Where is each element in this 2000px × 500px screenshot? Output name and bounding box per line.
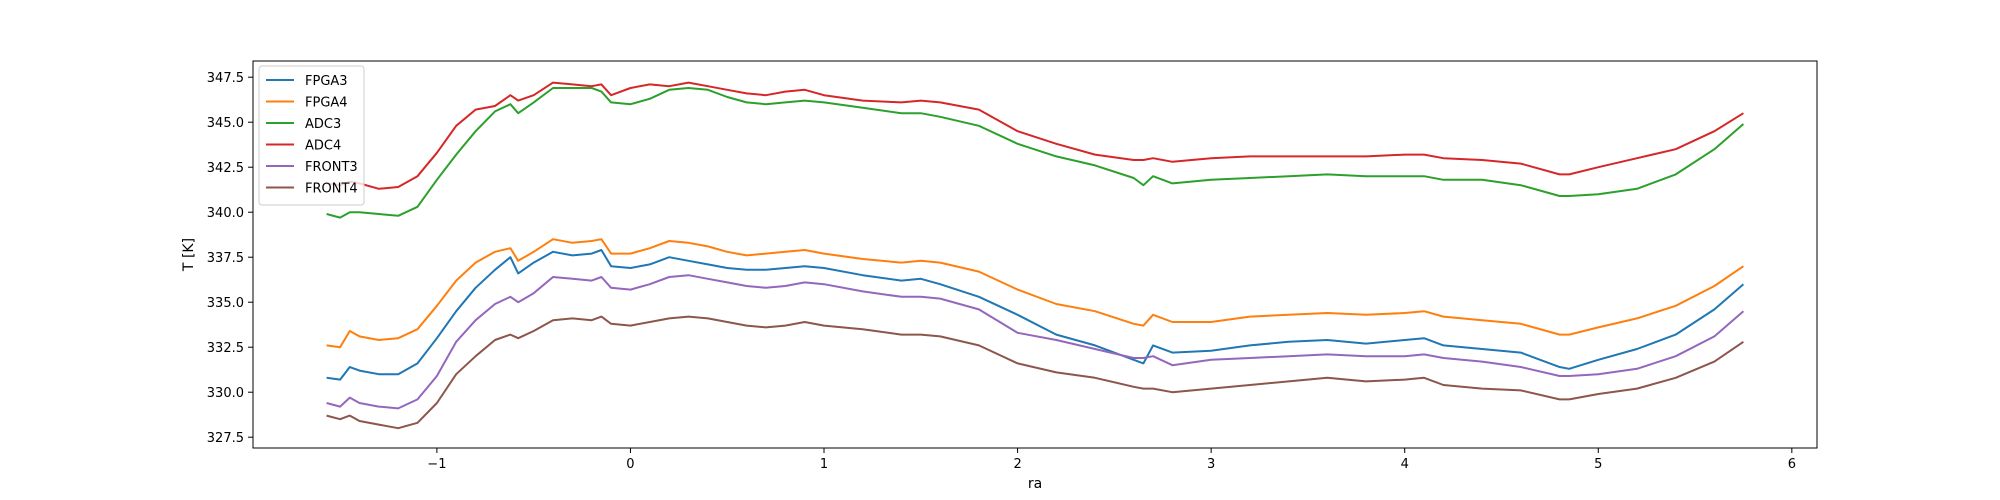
legend-label: FRONT3 [305, 160, 358, 175]
legend-label: FRONT4 [305, 182, 358, 197]
y-tick-label: 330.0 [207, 386, 244, 401]
y-tick-label: 327.5 [207, 431, 244, 446]
y-tick-label: 335.0 [207, 296, 244, 311]
y-axis-label: T [K] [181, 238, 197, 272]
x-tick-label: 1 [820, 457, 828, 472]
x-tick-label: 4 [1401, 457, 1409, 472]
y-tick-label: 347.5 [207, 71, 244, 86]
legend-label: ADC3 [305, 117, 341, 132]
y-tick-label: 340.0 [207, 206, 244, 221]
legend: FPGA3 FPGA4 ADC3 ADC4 FRONT3 FRONT4 [258, 65, 365, 206]
x-axis: −1 0 1 2 3 4 5 6 [427, 448, 1796, 472]
series-line-adc4 [326, 81, 1744, 190]
series-line-fpga4 [326, 238, 1744, 349]
y-tick-label: 337.5 [207, 251, 244, 266]
y-tick-label: 345.0 [207, 116, 244, 131]
series-line-fpga3 [326, 249, 1745, 381]
y-axis: 327.5 330.0 332.5 335.0 337.5 340.0 342.5 345.0… [207, 71, 253, 446]
legend-label: ADC4 [305, 139, 341, 154]
x-tick-label: −1 [427, 457, 446, 472]
series-line-front3 [326, 274, 1745, 410]
legend-label: FPGA4 [305, 96, 348, 111]
x-tick-label: 0 [626, 457, 634, 472]
series-line-adc3 [326, 87, 1745, 219]
x-tick-label: 3 [1207, 457, 1215, 472]
y-tick-label: 342.5 [207, 161, 244, 176]
x-tick-label: 5 [1594, 457, 1602, 472]
x-axis-label: ra [1028, 476, 1042, 492]
plot-frame [252, 60, 1818, 449]
plot-lines [326, 81, 1745, 430]
series-line-front4 [326, 315, 1744, 430]
legend-label: FPGA3 [305, 74, 348, 89]
x-tick-label: 6 [1788, 457, 1796, 472]
x-tick-label: 2 [1013, 457, 1021, 472]
y-tick-label: 332.5 [207, 341, 244, 356]
